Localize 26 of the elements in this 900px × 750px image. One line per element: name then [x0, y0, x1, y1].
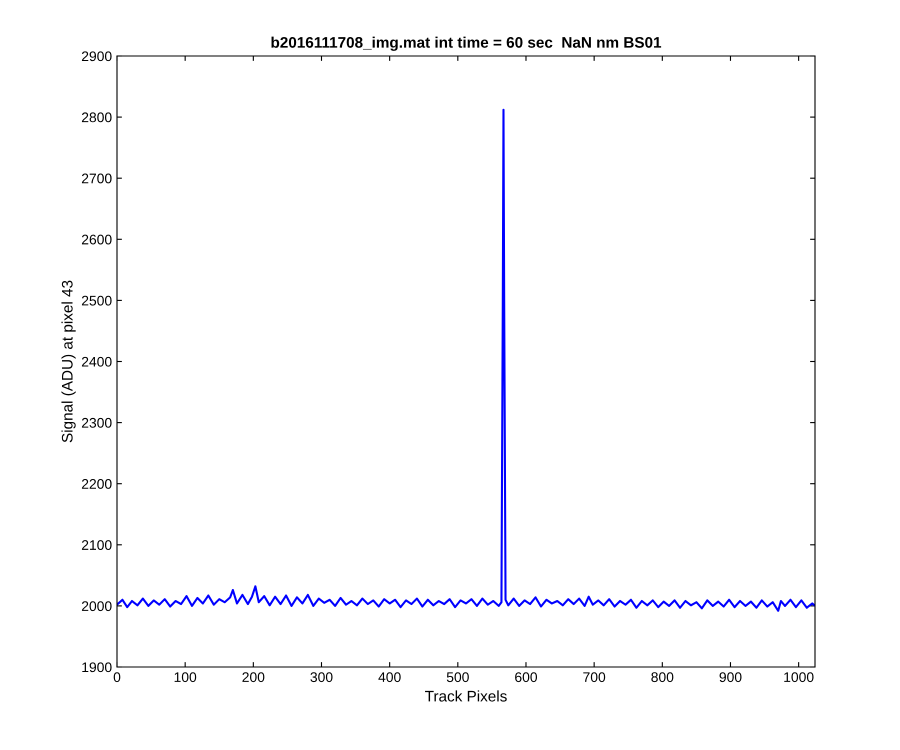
y-tick-label: 2800: [82, 112, 112, 122]
y-tick-label: 2700: [82, 174, 112, 184]
chart-title: b2016111708_img.mat int time = 60 sec NaN nm BS01: [271, 36, 662, 51]
x-tick-label: 400: [378, 672, 401, 682]
y-tick-label: 2900: [82, 51, 112, 62]
y-tick-label: 2100: [82, 540, 112, 550]
x-axis-title: Track Pixels: [425, 690, 507, 702]
x-tick-label: 600: [515, 672, 538, 682]
x-tick-label: 100: [174, 672, 196, 682]
y-tick-label: 2000: [82, 601, 112, 612]
y-tick-label: 2300: [82, 418, 112, 428]
x-tick-label: 700: [583, 672, 606, 682]
y-tick-label: 1900: [82, 662, 112, 672]
x-tick-label: 1000: [784, 672, 814, 682]
x-tick-label: 900: [720, 672, 742, 682]
y-tick-label: 2400: [82, 356, 112, 367]
x-tick-label: 0: [114, 672, 120, 682]
y-axis-title: Signal (ADU) at pixel 43: [61, 280, 76, 442]
x-tick-label: 500: [446, 672, 469, 682]
x-tick-label: 200: [242, 672, 264, 682]
y-tick-label: 2600: [82, 234, 112, 244]
x-tick-label: 800: [651, 672, 674, 682]
line-series: [117, 108, 815, 612]
y-tick-label: 2200: [82, 479, 112, 489]
y-tick-label: 2500: [82, 296, 112, 306]
x-tick-label: 300: [310, 672, 333, 682]
